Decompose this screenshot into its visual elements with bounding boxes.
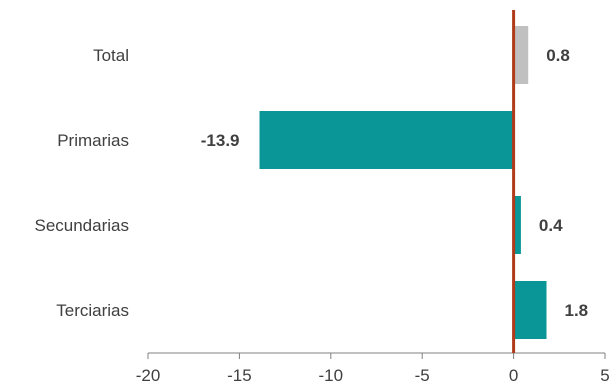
- category-label-primarias: Primarias: [57, 131, 129, 150]
- x-tick-label-5: -5: [415, 366, 430, 385]
- bar-primarias: [259, 111, 514, 169]
- data-label-terciarias: 1.8: [565, 301, 589, 320]
- category-label-terciarias: Terciarias: [56, 301, 129, 320]
- data-label-secundarias: 0.4: [539, 216, 563, 235]
- bar-total: [513, 26, 529, 84]
- category-labels: Total Primarias Secundarias Terciarias: [34, 46, 129, 320]
- x-tick-label-15: -15: [227, 366, 252, 385]
- data-label-primarias: -13.9: [201, 131, 240, 150]
- x-tick-label-5: 5: [600, 366, 609, 385]
- x-tick-label-20: -20: [136, 366, 161, 385]
- x-tick-label-10: -10: [319, 366, 344, 385]
- x-tick-label-0: 0: [509, 366, 518, 385]
- category-label-secundarias: Secundarias: [34, 216, 129, 235]
- data-labels: 0.8 -13.9 0.4 1.8: [201, 46, 588, 320]
- x-axis: -20 -15 -10 -5 0 5: [136, 352, 610, 385]
- bar-terciarias: [513, 281, 547, 339]
- bars-layer: [259, 26, 547, 339]
- data-label-total: 0.8: [546, 46, 570, 65]
- category-label-total: Total: [93, 46, 129, 65]
- bar-secundarias: [513, 196, 521, 254]
